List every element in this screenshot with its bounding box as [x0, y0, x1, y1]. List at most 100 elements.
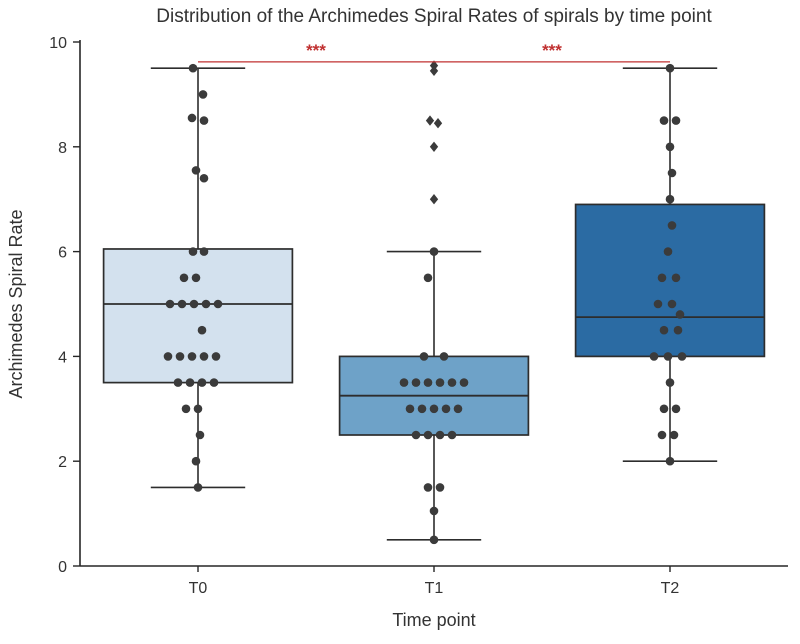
swarm-point — [188, 63, 198, 73]
swarm-point — [423, 378, 433, 387]
swarm-point — [405, 404, 415, 414]
swarm-point — [659, 325, 669, 335]
x-axis-label: Time point — [392, 610, 475, 630]
swarm-point — [198, 90, 208, 99]
swarm-point — [163, 352, 173, 361]
swarm-point — [193, 483, 203, 492]
swarm-point — [653, 299, 663, 309]
swarm-point — [175, 352, 185, 361]
y-tick-label: 0 — [58, 559, 67, 576]
y-tick-label: 2 — [58, 454, 67, 471]
swarm-point — [187, 352, 197, 361]
swarm-point — [188, 247, 198, 256]
box-T2 — [574, 203, 766, 358]
swarm-point — [189, 299, 199, 309]
swarm-point — [671, 404, 681, 414]
swarm-point — [201, 299, 211, 309]
swarm-point — [199, 247, 209, 256]
swarm-point — [665, 456, 675, 466]
swarm-point — [671, 273, 681, 283]
plot-area: 0 2 4 6 8 10 T0 T1 T2 *** *** — [49, 35, 788, 597]
swarm-point — [675, 310, 685, 319]
swarm-point — [665, 194, 675, 204]
swarm-point — [453, 404, 463, 414]
swarm-point — [199, 352, 209, 361]
swarm-point — [187, 113, 197, 123]
swarm-point — [191, 166, 201, 175]
swarm-point — [191, 273, 201, 283]
swarm-point — [423, 483, 433, 492]
swarm-point — [191, 456, 201, 466]
swarm-point — [667, 221, 677, 230]
swarm-point — [179, 273, 189, 283]
swarm-point — [459, 378, 469, 387]
swarm-point — [177, 299, 187, 309]
swarm-point — [197, 325, 207, 335]
swarm-point — [667, 299, 677, 309]
swarm-point — [211, 352, 221, 361]
swarm-point — [195, 430, 205, 440]
swarm-point — [181, 404, 191, 414]
swarm-point — [659, 404, 669, 414]
swarm-point — [435, 430, 445, 440]
swarm-point — [665, 63, 675, 73]
swarm-point — [435, 483, 445, 492]
swarm-point — [665, 142, 675, 152]
swarm-point — [447, 378, 457, 387]
outlier-diamond — [425, 115, 435, 126]
swarm-point — [419, 352, 429, 361]
swarm-point — [199, 116, 209, 125]
swarm-point — [213, 299, 223, 309]
swarm-point — [657, 273, 667, 283]
swarm-point — [439, 352, 449, 361]
y-tick-label: 8 — [58, 140, 67, 157]
swarm-point — [441, 404, 451, 414]
swarm-point — [669, 430, 679, 440]
y-axis-label: Archimedes Spiral Rate — [6, 209, 26, 398]
swarm-point — [667, 168, 677, 178]
significance-label: *** — [306, 41, 326, 60]
swarm-point — [673, 325, 683, 335]
swarm-point — [649, 352, 659, 361]
swarm-point — [663, 352, 673, 361]
swarm-point — [193, 404, 203, 414]
outlier-diamond — [429, 141, 439, 152]
outlier-diamond — [429, 65, 439, 77]
x-tick-label: T1 — [425, 580, 444, 597]
swarm-point — [447, 430, 457, 440]
box-T0 — [102, 248, 294, 384]
swarm-point — [671, 116, 681, 125]
swarm-point — [659, 116, 669, 125]
swarm-point — [429, 506, 439, 516]
x-tick-label: T2 — [661, 580, 680, 597]
swarm-point — [435, 378, 445, 387]
swarm-point — [663, 247, 673, 256]
swarm-point — [429, 404, 439, 414]
swarm-point — [429, 247, 439, 256]
swarm-point — [399, 378, 409, 387]
x-tick-label: T0 — [189, 580, 208, 597]
swarm-point — [199, 173, 209, 183]
swarm-point — [417, 404, 427, 414]
swarm-point — [423, 430, 433, 440]
swarm-point — [209, 378, 219, 387]
swarm-point — [677, 352, 687, 361]
swarm-point — [173, 378, 183, 387]
swarm-point — [411, 430, 421, 440]
swarm-point — [429, 535, 439, 545]
swarm-point — [185, 378, 195, 387]
swarm-point — [665, 378, 675, 387]
swarm-point — [657, 430, 667, 440]
y-tick-label: 6 — [58, 245, 67, 262]
y-tick-label: 10 — [49, 35, 67, 52]
swarm-point — [423, 273, 433, 283]
swarm-point — [411, 378, 421, 387]
outlier-diamond — [429, 194, 439, 205]
swarm-point — [197, 378, 207, 387]
chart-title: Distribution of the Archimedes Spiral Ra… — [156, 6, 712, 27]
swarm-point — [165, 299, 175, 309]
y-tick-label: 4 — [58, 349, 67, 366]
outlier-diamond — [433, 118, 443, 129]
